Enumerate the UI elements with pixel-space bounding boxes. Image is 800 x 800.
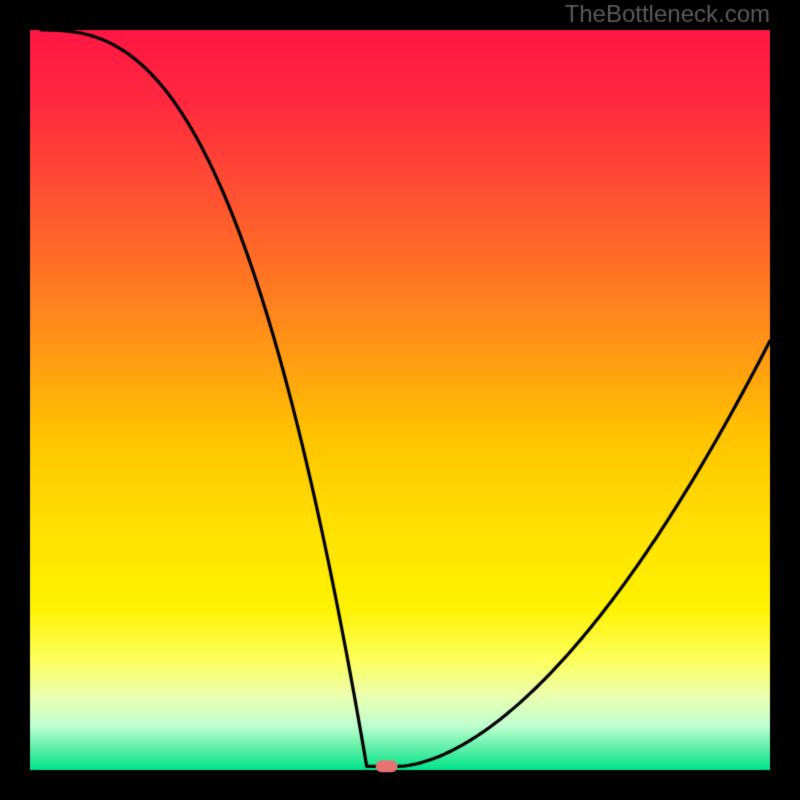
bottleneck-chart <box>0 0 800 800</box>
